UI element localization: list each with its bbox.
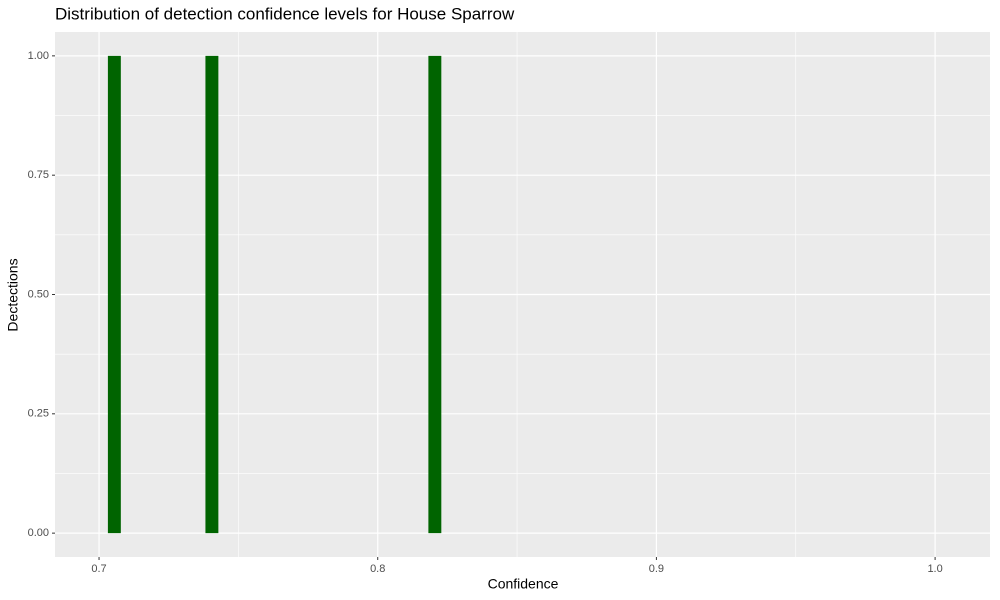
y-tick-label: 0.50	[28, 288, 49, 300]
x-tick-label: 0.7	[91, 563, 106, 575]
x-axis-title: Confidence	[488, 576, 559, 592]
bar	[428, 55, 442, 534]
bar	[205, 55, 219, 534]
x-tick-label: 1.0	[927, 563, 942, 575]
bars	[107, 55, 442, 534]
y-tick-label: 0.75	[28, 169, 49, 181]
x-tick-label: 0.8	[370, 563, 385, 575]
y-tick-label: 0.00	[28, 527, 49, 539]
y-tick-label: 1.00	[28, 50, 49, 62]
chart-title: Distribution of detection confidence lev…	[55, 4, 515, 23]
y-axis-title: Dectections	[5, 258, 21, 331]
x-tick-label: 0.9	[649, 563, 664, 575]
y-tick-label: 0.25	[28, 408, 49, 420]
bar	[107, 55, 121, 534]
